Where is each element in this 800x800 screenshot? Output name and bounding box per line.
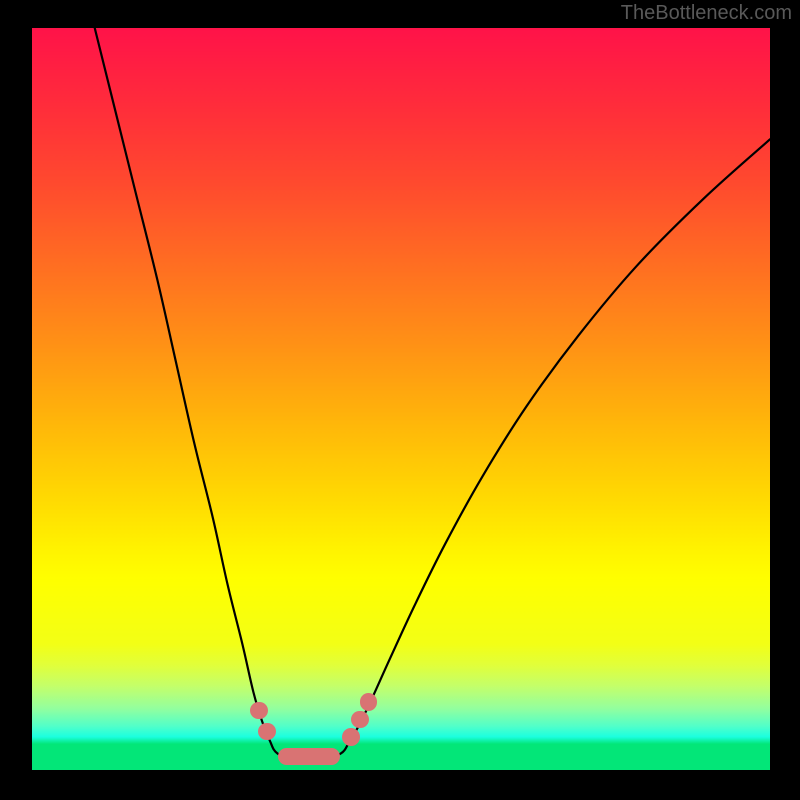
- curve-overlay: [32, 28, 770, 770]
- plot-area: [32, 28, 770, 770]
- data-marker-2: [278, 748, 341, 766]
- bottleneck-curve: [95, 28, 770, 760]
- data-marker-3: [342, 728, 360, 746]
- data-marker-4: [351, 711, 369, 729]
- watermark-text: TheBottleneck.com: [621, 2, 792, 25]
- data-marker-1: [258, 723, 276, 741]
- data-marker-5: [360, 693, 378, 711]
